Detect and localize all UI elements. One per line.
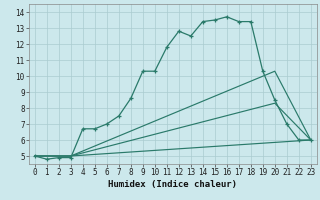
- X-axis label: Humidex (Indice chaleur): Humidex (Indice chaleur): [108, 180, 237, 189]
